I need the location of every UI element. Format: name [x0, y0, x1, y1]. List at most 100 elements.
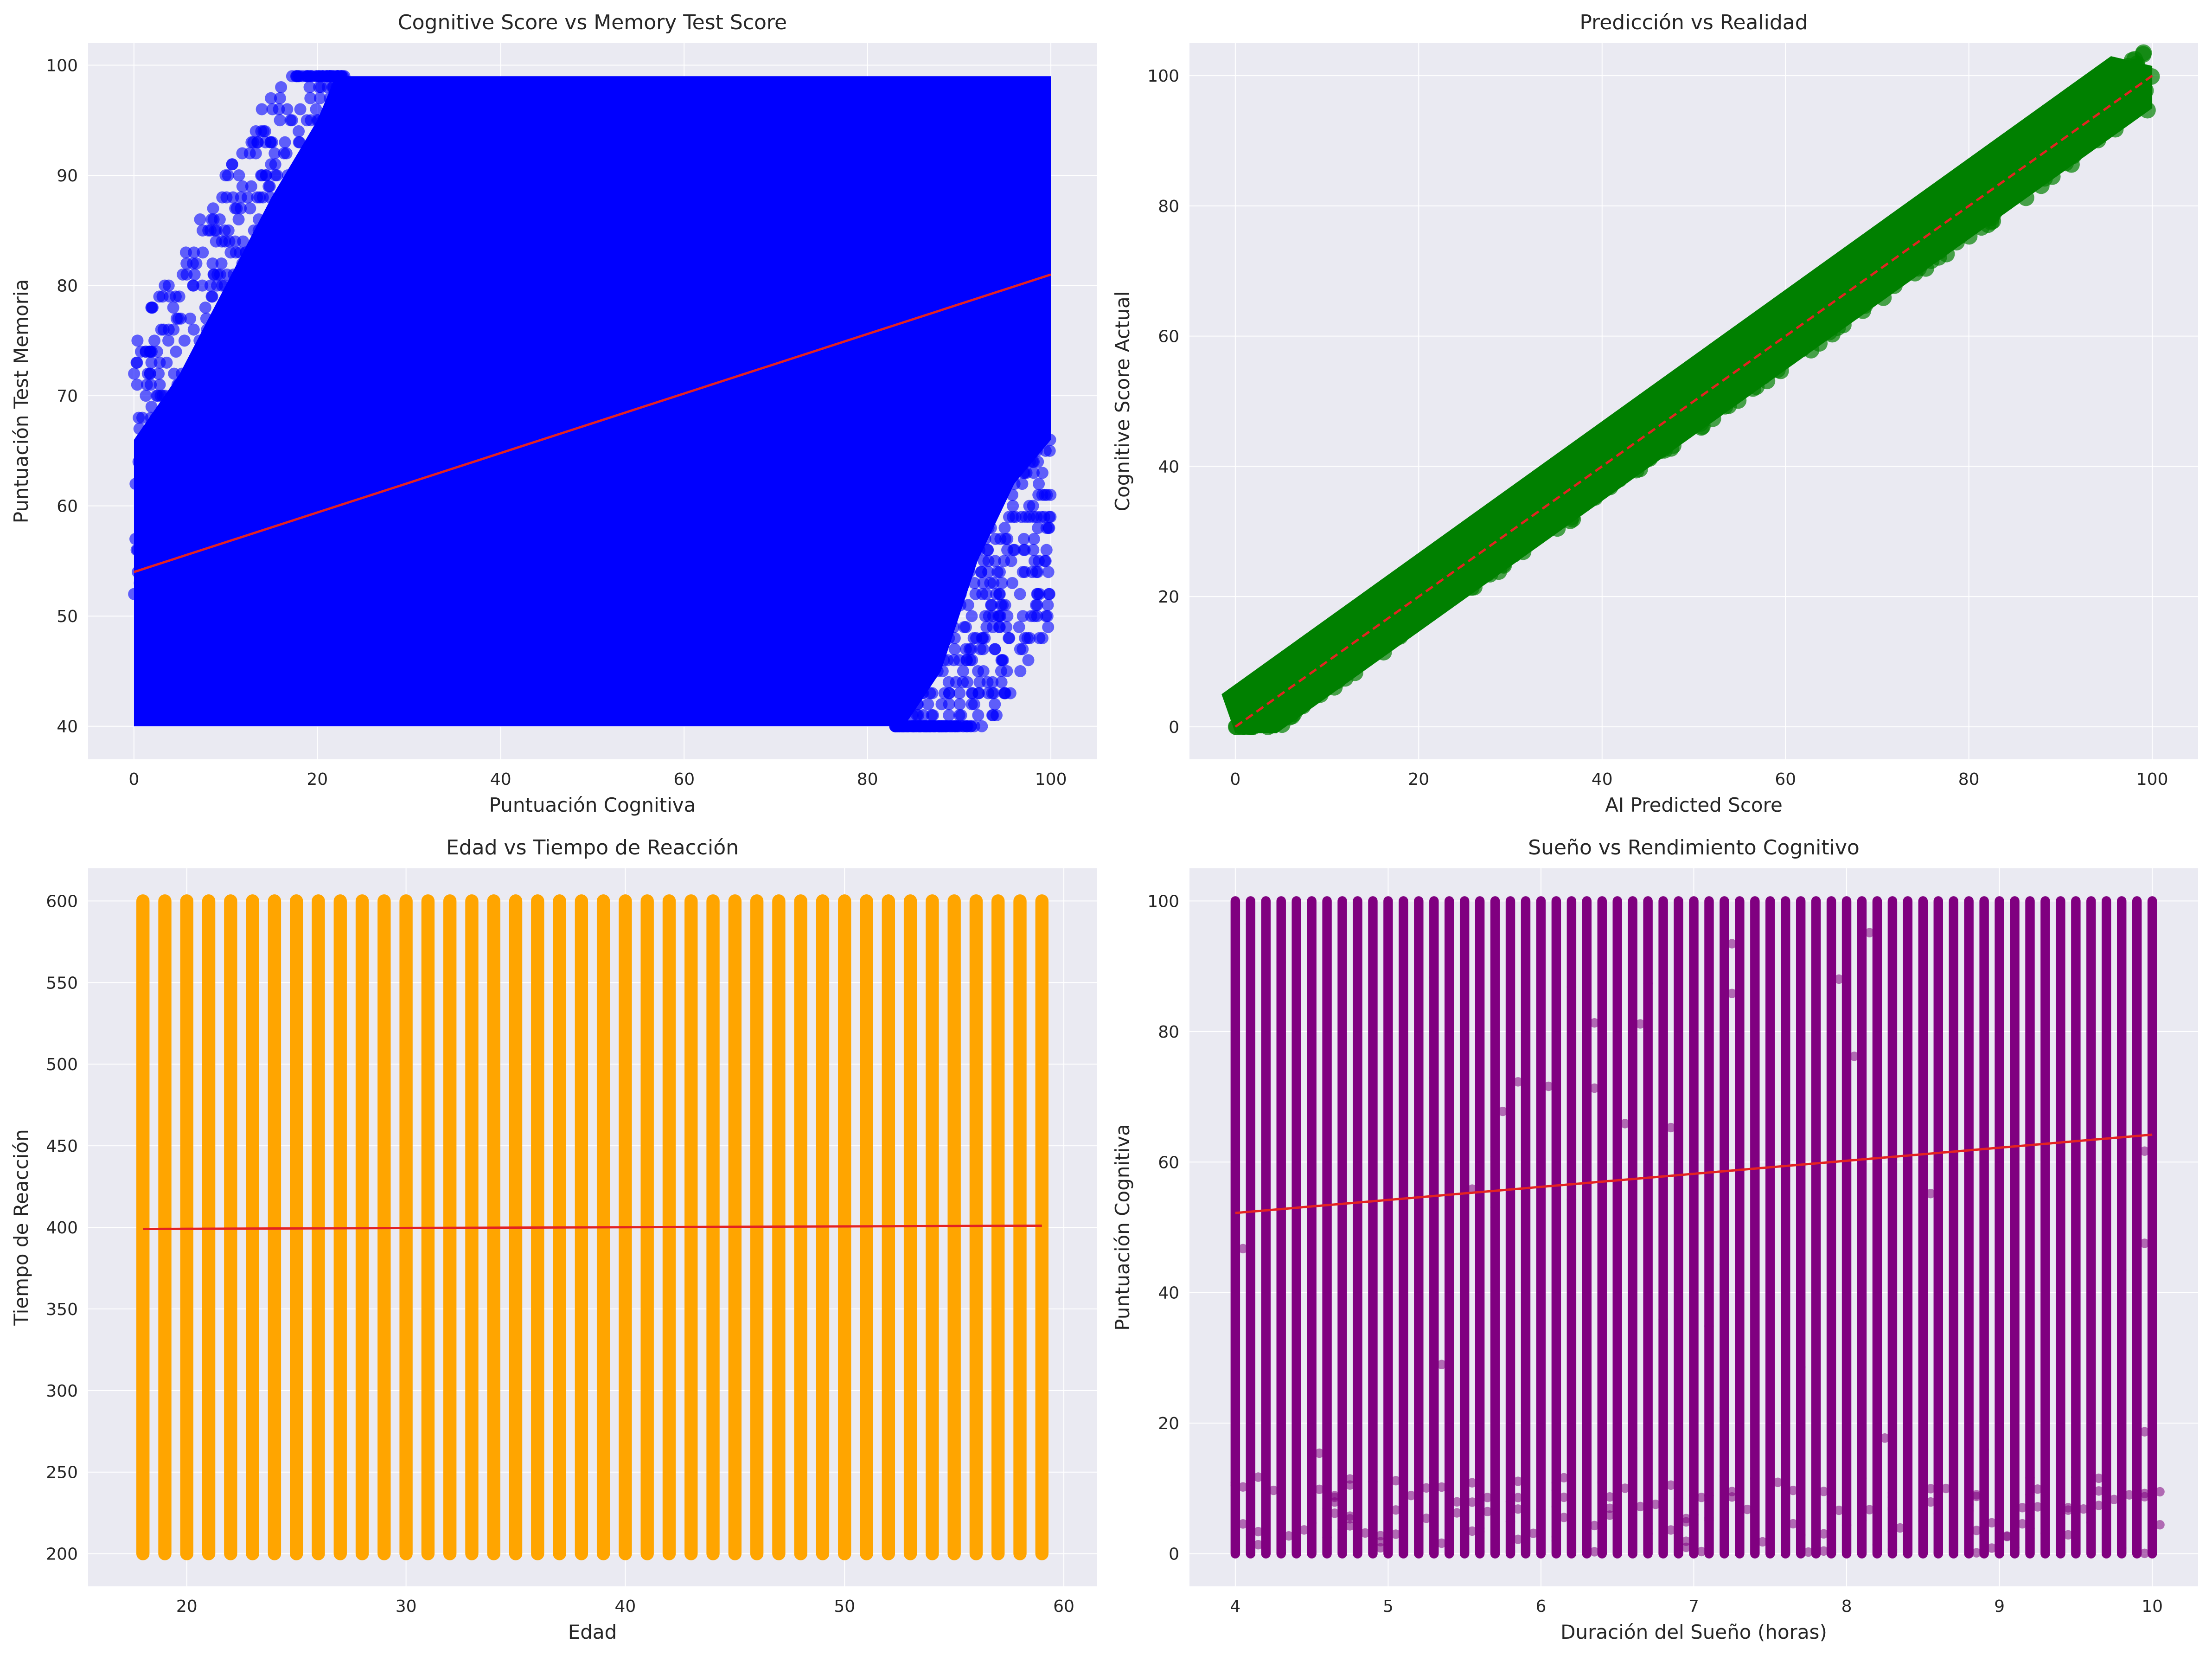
data-point	[1330, 660, 1348, 677]
data-point	[1918, 1533, 1928, 1544]
y-axis-label: Puntuación Cognitiva	[1111, 1124, 1134, 1331]
data-point	[1307, 1546, 1317, 1556]
data-point	[1964, 1495, 1974, 1504]
data-point	[1736, 343, 1753, 360]
data-point	[976, 511, 989, 523]
data-point	[1495, 546, 1512, 563]
y-axis-label: Tiempo de Reacción	[10, 1129, 32, 1326]
data-point	[1261, 1508, 1271, 1518]
data-column	[1566, 896, 1577, 1559]
x-tick-label: 20	[1408, 770, 1429, 789]
y-tick-label: 40	[1158, 457, 1179, 476]
data-point	[326, 81, 339, 94]
data-column	[1781, 896, 1790, 1559]
data-point	[250, 378, 262, 391]
y-tick-label: 450	[46, 1137, 78, 1156]
data-point	[1696, 1546, 1707, 1557]
data-point	[288, 334, 301, 347]
data-point	[143, 544, 156, 556]
data-point	[317, 279, 330, 292]
data-point	[2094, 1501, 2104, 1510]
data-point	[2033, 1484, 2043, 1494]
data-point	[255, 290, 267, 303]
data-point	[1330, 1508, 1340, 1518]
data-point	[232, 213, 245, 226]
data-point	[236, 444, 248, 457]
y-tick-label: 200	[46, 1545, 78, 1564]
data-point	[1566, 1195, 1577, 1205]
y-tick-label: 400	[46, 1219, 78, 1238]
data-point	[927, 720, 940, 732]
y-tick-label: 60	[1158, 327, 1179, 346]
data-point	[985, 599, 997, 611]
data-point	[993, 621, 1005, 633]
data-point	[997, 444, 1009, 457]
data-point	[1391, 1529, 1401, 1539]
data-point	[1016, 610, 1029, 622]
data-point	[2109, 1495, 2119, 1504]
data-point	[1337, 1525, 1347, 1534]
data-point	[233, 169, 245, 182]
data-point	[1681, 1514, 1691, 1524]
data-point	[1747, 361, 1764, 378]
data-point	[219, 334, 232, 347]
data-point	[1544, 1081, 1554, 1091]
data-column	[1035, 894, 1048, 1560]
data-point	[274, 356, 286, 369]
data-point	[977, 643, 990, 655]
data-point	[1834, 1505, 1844, 1515]
data-point	[1636, 406, 1653, 423]
data-point	[1483, 1493, 1492, 1502]
data-point	[236, 301, 249, 314]
data-point	[1528, 1528, 1538, 1538]
data-point	[1483, 1507, 1492, 1517]
data-point	[1720, 1471, 1729, 1481]
data-point	[2056, 134, 2073, 151]
data-column	[1414, 896, 1424, 1559]
data-point	[996, 577, 1008, 589]
data-point	[2049, 119, 2066, 136]
data-point	[173, 511, 185, 523]
data-point	[1513, 1077, 1523, 1087]
data-point	[2025, 1490, 2035, 1500]
data-point	[1513, 1534, 1523, 1544]
data-point	[1645, 391, 1662, 408]
data-point	[317, 246, 329, 259]
data-point	[1043, 588, 1055, 600]
data-point	[1796, 1362, 1806, 1372]
data-point	[251, 136, 263, 148]
data-point	[148, 334, 161, 347]
data-point	[260, 169, 273, 182]
y-tick-label: 60	[57, 497, 78, 516]
x-tick-label: 0	[128, 770, 139, 789]
data-point	[2007, 186, 2024, 204]
data-point	[1241, 718, 1258, 735]
data-column	[1643, 896, 1653, 1559]
data-point	[324, 92, 336, 104]
data-point	[943, 709, 955, 721]
y-tick-label: 600	[46, 892, 78, 911]
data-point	[1036, 434, 1048, 446]
data-point	[210, 224, 223, 237]
data-point	[156, 588, 168, 600]
data-point	[258, 312, 271, 325]
data-point	[1857, 1473, 1867, 1483]
data-point	[1536, 1477, 1546, 1488]
data-point	[301, 235, 314, 248]
data-point	[1912, 209, 1929, 226]
data-point	[2155, 1520, 2165, 1530]
data-point	[1272, 684, 1289, 701]
data-point	[1366, 628, 1383, 645]
data-point	[245, 346, 257, 358]
data-point	[336, 235, 349, 248]
data-point	[193, 511, 205, 523]
data-point	[256, 356, 269, 369]
data-point	[150, 411, 162, 424]
data-column	[224, 894, 237, 1560]
data-point	[1406, 1490, 1416, 1501]
data-point	[222, 346, 235, 358]
data-column	[1246, 896, 1256, 1559]
data-point	[1330, 1491, 1340, 1501]
data-point	[1918, 1516, 1928, 1526]
data-point	[1720, 1259, 1729, 1270]
